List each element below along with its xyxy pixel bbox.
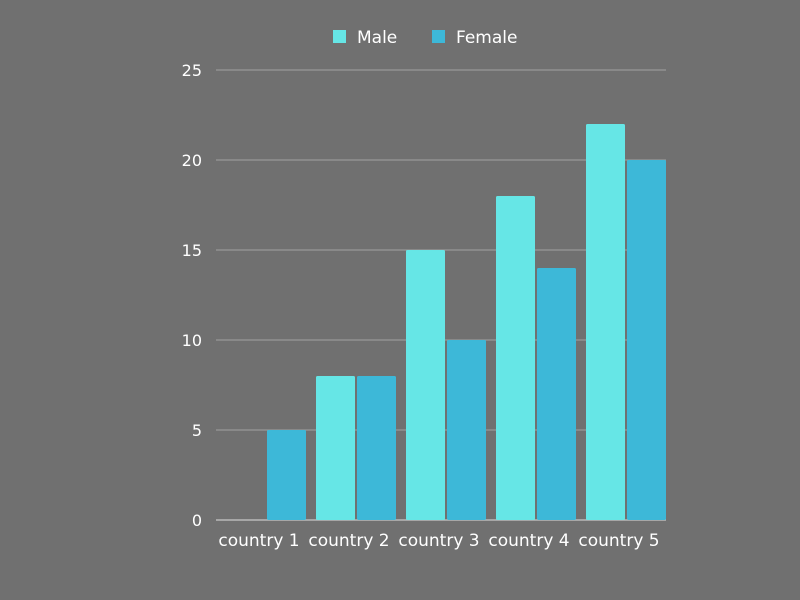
bar-male-country-2[interactable] <box>316 376 355 520</box>
x-tick-label: country 3 <box>398 531 479 551</box>
bar-male-country-4[interactable] <box>496 196 535 520</box>
legend-label: Male <box>357 28 397 48</box>
x-axis: country 1 country 2 country 3 country 4 coun… <box>218 531 659 551</box>
bar-female-country-1[interactable] <box>267 430 306 520</box>
bar-female-country-4[interactable] <box>537 268 576 520</box>
legend-item-male[interactable]: Male <box>333 28 397 48</box>
y-tick-label: 25 <box>182 61 202 80</box>
x-tick-label: country 5 <box>578 531 659 551</box>
legend: Male Female <box>333 28 517 48</box>
y-tick-label: 20 <box>182 151 202 170</box>
y-axis: 0 5 10 15 20 25 <box>182 61 202 530</box>
y-tick-label: 10 <box>182 331 202 350</box>
y-tick-label: 0 <box>192 511 202 530</box>
y-tick-label: 15 <box>182 241 202 260</box>
bar-male-country-3[interactable] <box>406 250 445 520</box>
bar-female-country-5[interactable] <box>627 160 666 520</box>
legend-swatch <box>432 30 445 43</box>
legend-label: Female <box>456 28 517 48</box>
x-tick-label: country 4 <box>488 531 569 551</box>
x-tick-label: country 1 <box>218 531 299 551</box>
y-tick-label: 5 <box>192 421 202 440</box>
legend-swatch <box>333 30 346 43</box>
bar-male-country-5[interactable] <box>586 124 625 520</box>
bars <box>267 124 666 520</box>
x-tick-label: country 2 <box>308 531 389 551</box>
legend-item-female[interactable]: Female <box>432 28 517 48</box>
bar-female-country-3[interactable] <box>447 340 486 520</box>
bar-female-country-2[interactable] <box>357 376 396 520</box>
